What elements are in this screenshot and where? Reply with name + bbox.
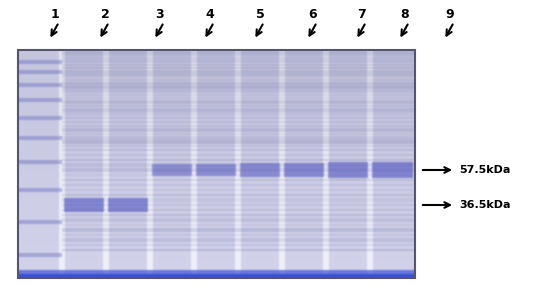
Text: 8: 8: [400, 7, 410, 21]
Text: 4: 4: [206, 7, 214, 21]
Text: 57.5kDa: 57.5kDa: [459, 165, 511, 175]
Text: 1: 1: [51, 7, 59, 21]
Bar: [18, 50, 415, 278]
Text: 5: 5: [256, 7, 264, 21]
Text: 6: 6: [309, 7, 317, 21]
Text: 9: 9: [446, 7, 454, 21]
Text: 2: 2: [100, 7, 109, 21]
Text: 3: 3: [156, 7, 164, 21]
Text: 7: 7: [358, 7, 366, 21]
Text: 36.5kDa: 36.5kDa: [459, 200, 511, 210]
